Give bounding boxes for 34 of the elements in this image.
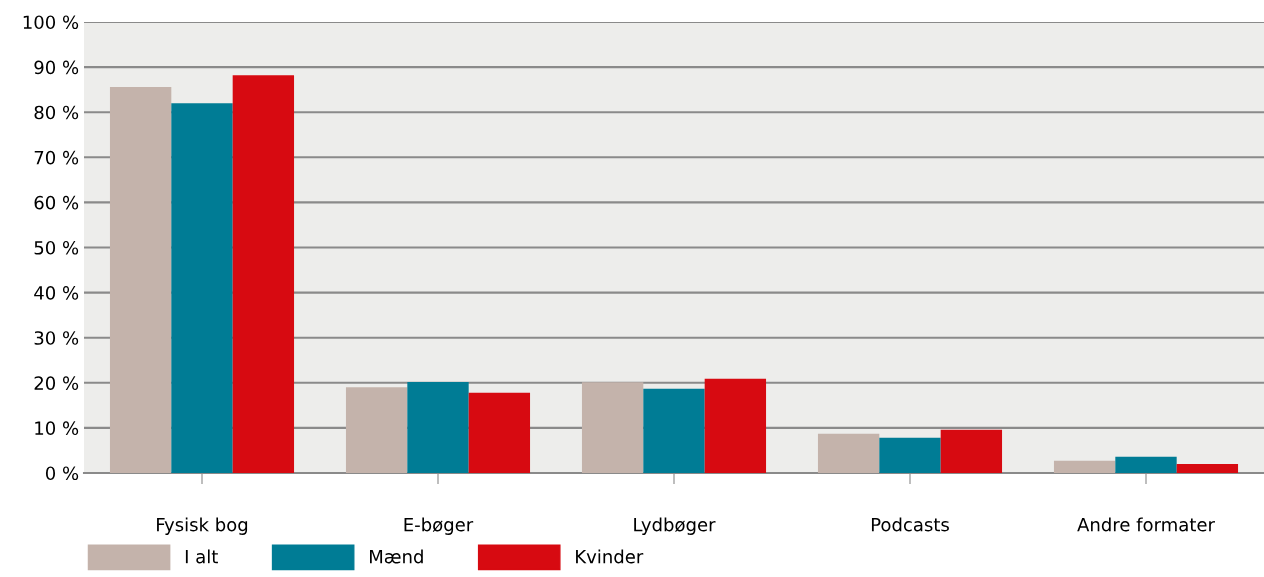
- y-tick-label: 80 %: [34, 105, 79, 120]
- x-tick-label: Lydbøger: [634, 517, 716, 535]
- y-tick-label: 10 %: [35, 421, 79, 436]
- y-tick-label: 40 %: [34, 286, 79, 300]
- y-tick-label: 90 %: [34, 60, 79, 75]
- bar: [171, 103, 233, 473]
- bar: [1115, 456, 1177, 473]
- y-tick-label: 20 %: [34, 376, 79, 390]
- bar: [345, 387, 408, 473]
- bar: [1053, 460, 1116, 473]
- bar: [940, 429, 1003, 473]
- bar: [109, 86, 172, 473]
- y-tick-label: 30 %: [34, 331, 79, 345]
- x-tick-label: Fysisk bog: [157, 517, 248, 535]
- bar: [468, 392, 531, 473]
- x-tick-label: E-bøger: [404, 517, 474, 535]
- bar: [1176, 463, 1239, 473]
- y-tick-label: 100 %: [23, 15, 79, 30]
- bar: [581, 382, 644, 473]
- bar: [817, 433, 880, 473]
- bar: [704, 378, 767, 473]
- bar: [232, 75, 295, 473]
- y-tick-label: 0 %: [45, 466, 79, 481]
- bar: [879, 437, 941, 473]
- legend-label: I alt: [185, 549, 218, 564]
- legend-label: Mænd: [370, 549, 423, 564]
- bar: [643, 388, 705, 473]
- y-tick-label: 70 %: [34, 150, 79, 165]
- bar: [407, 381, 469, 473]
- y-tick-label: 60 %: [34, 195, 79, 210]
- x-tick-label: Podcasts: [871, 517, 949, 532]
- x-tick-label: Andre formater: [1077, 517, 1215, 532]
- legend-label: Kvinder: [576, 549, 644, 564]
- y-tick-label: 50 %: [34, 240, 79, 255]
